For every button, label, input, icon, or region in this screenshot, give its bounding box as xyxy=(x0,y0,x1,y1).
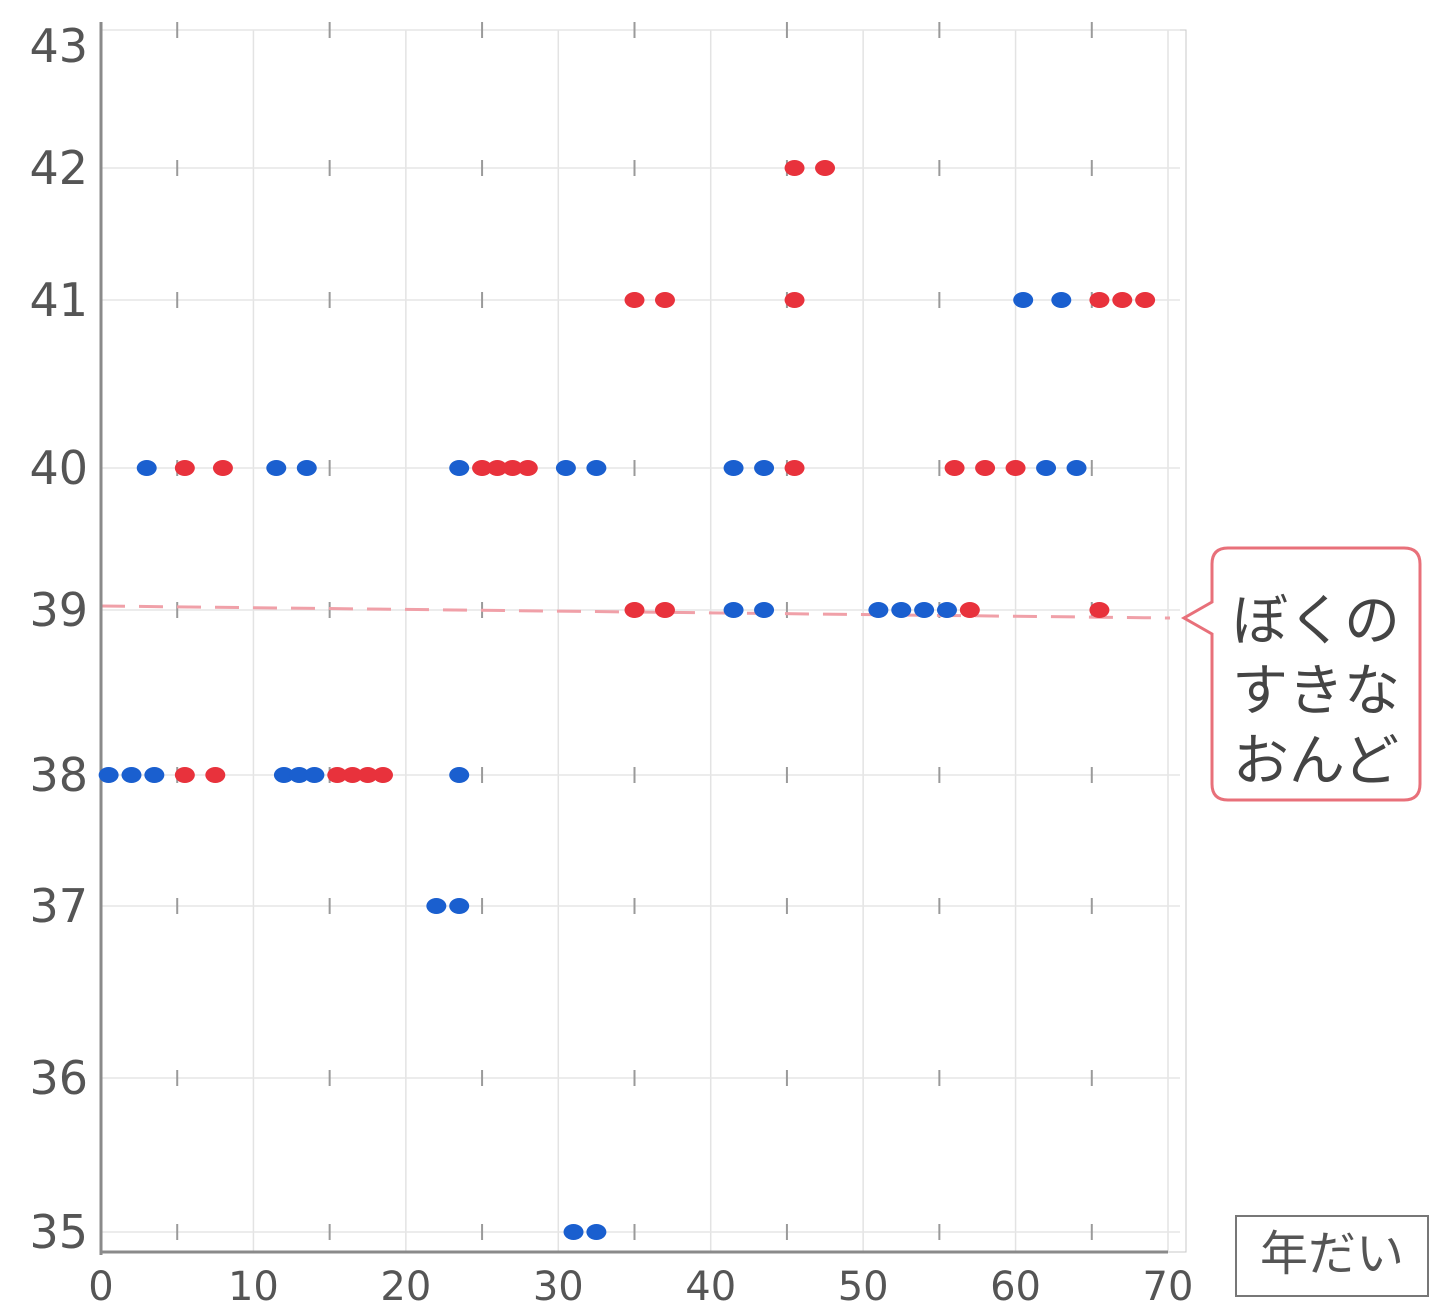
x-axis-label: 年だい xyxy=(1260,1226,1404,1282)
data-point xyxy=(517,460,538,476)
data-point xyxy=(784,292,805,308)
x-axis-label-box: 年だい xyxy=(1235,1215,1429,1297)
callout-line-3: おんど xyxy=(1233,729,1399,794)
x-tick-label: 70 xyxy=(1143,1264,1194,1310)
data-point xyxy=(754,602,775,618)
data-point xyxy=(487,460,508,476)
data-point xyxy=(426,898,447,914)
data-point xyxy=(144,767,165,783)
x-tick-label: 20 xyxy=(380,1264,431,1310)
data-point xyxy=(784,460,805,476)
data-point xyxy=(1135,292,1156,308)
data-point xyxy=(1005,460,1026,476)
data-point xyxy=(936,602,957,618)
data-point xyxy=(1089,292,1110,308)
y-tick-label: 38 xyxy=(29,748,88,802)
data-point xyxy=(959,602,980,618)
callout: ぼくの すきな おんど xyxy=(1180,546,1422,802)
data-point xyxy=(555,460,576,476)
x-tick-labels: 0 10 20 30 40 50 60 70 xyxy=(88,1264,1193,1310)
data-point xyxy=(1013,292,1034,308)
data-point xyxy=(121,767,142,783)
data-point xyxy=(98,767,119,783)
data-point xyxy=(815,160,836,176)
y-tick-label: 35 xyxy=(29,1205,88,1259)
data-point xyxy=(1089,602,1110,618)
data-point xyxy=(296,460,317,476)
callout-bubble xyxy=(1180,546,1422,802)
data-point xyxy=(868,602,889,618)
data-point xyxy=(372,767,393,783)
y-tick-label: 40 xyxy=(29,441,88,495)
data-point xyxy=(472,460,493,476)
data-point xyxy=(754,460,775,476)
data-point xyxy=(174,460,195,476)
y-tick-labels: 35 36 37 38 39 40 41 42 43 xyxy=(29,19,88,1259)
data-point xyxy=(327,767,348,783)
data-point xyxy=(891,602,912,618)
data-point xyxy=(205,767,226,783)
data-point xyxy=(502,460,523,476)
plot-frame xyxy=(100,29,1187,1253)
data-point xyxy=(914,602,935,618)
callout-line-2: すきな xyxy=(1232,659,1400,724)
data-point xyxy=(944,460,965,476)
data-point xyxy=(1066,460,1087,476)
data-point xyxy=(449,898,470,914)
data-point xyxy=(357,767,378,783)
data-point xyxy=(1036,460,1057,476)
x-tick-label: 30 xyxy=(533,1264,584,1310)
y-tick-label: 43 xyxy=(29,19,88,73)
data-point xyxy=(654,292,675,308)
data-point xyxy=(273,767,294,783)
data-point xyxy=(136,460,157,476)
data-point xyxy=(1112,292,1133,308)
y-tick-label: 36 xyxy=(29,1051,88,1105)
data-point xyxy=(624,292,645,308)
data-point xyxy=(975,460,996,476)
x-tick-label: 60 xyxy=(990,1264,1041,1310)
y-tick-label: 42 xyxy=(29,141,88,195)
y-tick-label: 41 xyxy=(29,273,88,327)
data-point xyxy=(624,602,645,618)
callout-line-1: ぼくの xyxy=(1232,589,1400,654)
y-tick-label: 39 xyxy=(29,583,88,637)
data-point xyxy=(289,767,310,783)
data-point xyxy=(723,460,744,476)
data-point xyxy=(174,767,195,783)
data-point xyxy=(563,1224,584,1240)
data-point xyxy=(342,767,363,783)
x-tick-label: 50 xyxy=(838,1264,889,1310)
data-point xyxy=(304,767,325,783)
data-point xyxy=(1051,292,1072,308)
y-tick-label: 37 xyxy=(29,879,88,933)
grid xyxy=(101,22,1180,1252)
data-point xyxy=(586,460,607,476)
data-point xyxy=(723,602,744,618)
x-tick-label: 40 xyxy=(685,1264,736,1310)
data-point xyxy=(449,460,470,476)
data-point xyxy=(784,160,805,176)
data-point xyxy=(449,767,470,783)
data-point xyxy=(266,460,287,476)
x-tick-label: 10 xyxy=(228,1264,279,1310)
data-point xyxy=(586,1224,607,1240)
data-point xyxy=(654,602,675,618)
data-points xyxy=(98,160,1156,1240)
x-tick-label: 0 xyxy=(88,1264,113,1310)
data-point xyxy=(212,460,233,476)
